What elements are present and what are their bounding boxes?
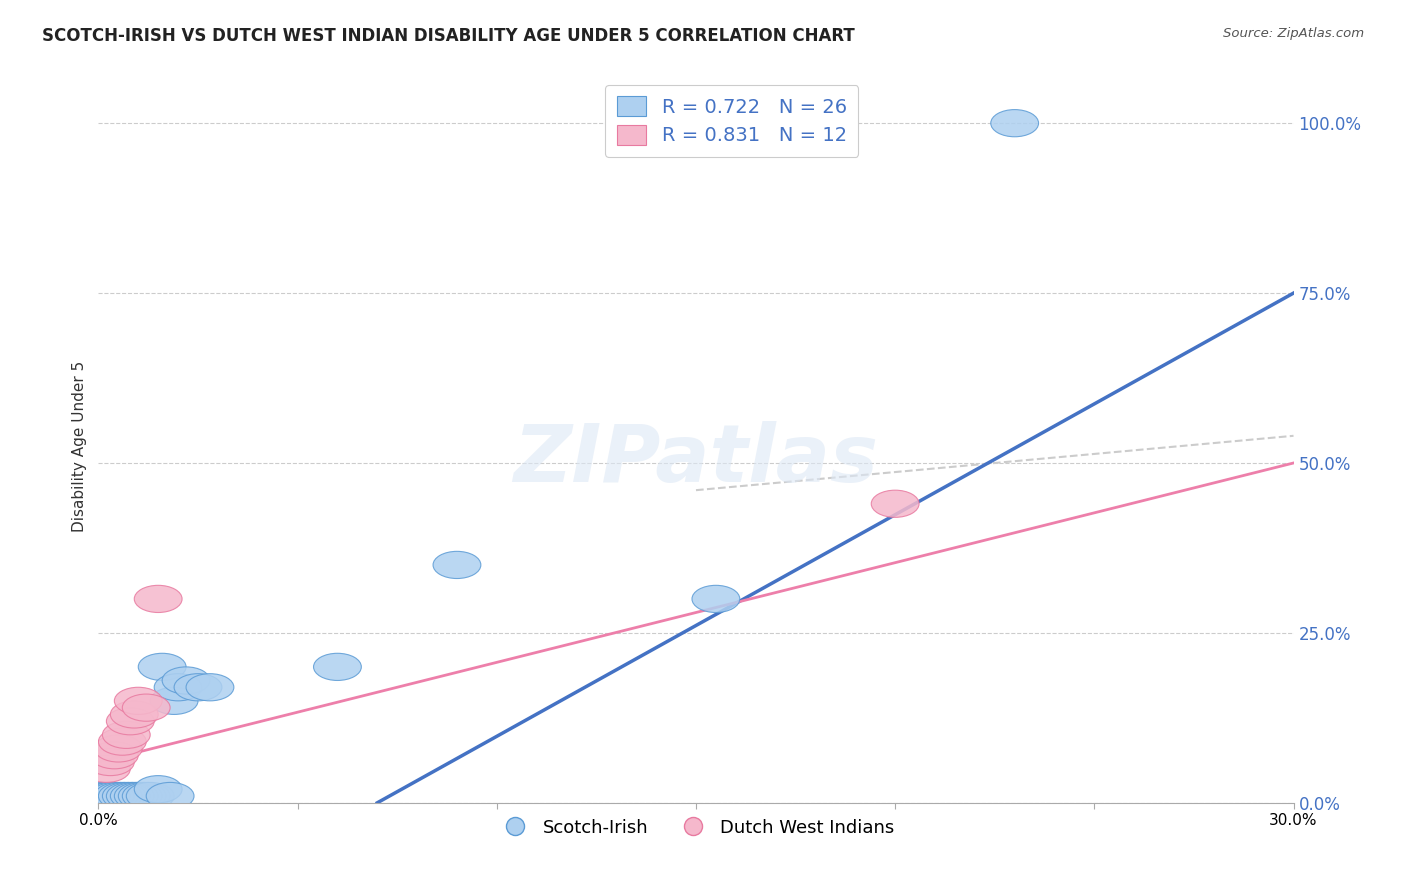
Ellipse shape <box>87 782 135 810</box>
Ellipse shape <box>186 673 233 701</box>
Text: Source: ZipAtlas.com: Source: ZipAtlas.com <box>1223 27 1364 40</box>
Text: SCOTCH-IRISH VS DUTCH WEST INDIAN DISABILITY AGE UNDER 5 CORRELATION CHART: SCOTCH-IRISH VS DUTCH WEST INDIAN DISABI… <box>42 27 855 45</box>
Ellipse shape <box>138 653 186 681</box>
Ellipse shape <box>314 653 361 681</box>
Ellipse shape <box>872 491 920 517</box>
Ellipse shape <box>135 585 183 613</box>
Ellipse shape <box>87 782 135 810</box>
Ellipse shape <box>433 551 481 579</box>
Ellipse shape <box>90 782 138 810</box>
Ellipse shape <box>103 782 150 810</box>
Ellipse shape <box>94 735 142 762</box>
Text: ZIPatlas: ZIPatlas <box>513 421 879 500</box>
Ellipse shape <box>118 782 166 810</box>
Ellipse shape <box>692 585 740 613</box>
Ellipse shape <box>114 782 162 810</box>
Ellipse shape <box>162 667 209 694</box>
Ellipse shape <box>174 673 222 701</box>
Legend: Scotch-Irish, Dutch West Indians: Scotch-Irish, Dutch West Indians <box>491 812 901 844</box>
Ellipse shape <box>107 707 155 735</box>
Ellipse shape <box>111 782 159 810</box>
Ellipse shape <box>98 728 146 756</box>
Ellipse shape <box>83 756 131 782</box>
Ellipse shape <box>135 776 183 803</box>
Ellipse shape <box>87 748 135 776</box>
Ellipse shape <box>98 782 146 810</box>
Ellipse shape <box>79 782 127 810</box>
Ellipse shape <box>107 782 155 810</box>
Ellipse shape <box>155 673 202 701</box>
Y-axis label: Disability Age Under 5: Disability Age Under 5 <box>72 360 87 532</box>
Ellipse shape <box>90 741 138 769</box>
Ellipse shape <box>122 694 170 722</box>
Ellipse shape <box>127 782 174 810</box>
Ellipse shape <box>150 687 198 714</box>
Ellipse shape <box>114 687 162 714</box>
Ellipse shape <box>111 701 159 728</box>
Ellipse shape <box>146 782 194 810</box>
Ellipse shape <box>122 782 170 810</box>
Ellipse shape <box>94 782 142 810</box>
Ellipse shape <box>103 722 150 748</box>
Ellipse shape <box>991 110 1039 136</box>
Ellipse shape <box>83 782 131 810</box>
